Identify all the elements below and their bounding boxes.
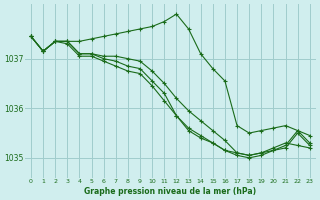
X-axis label: Graphe pression niveau de la mer (hPa): Graphe pression niveau de la mer (hPa): [84, 187, 256, 196]
